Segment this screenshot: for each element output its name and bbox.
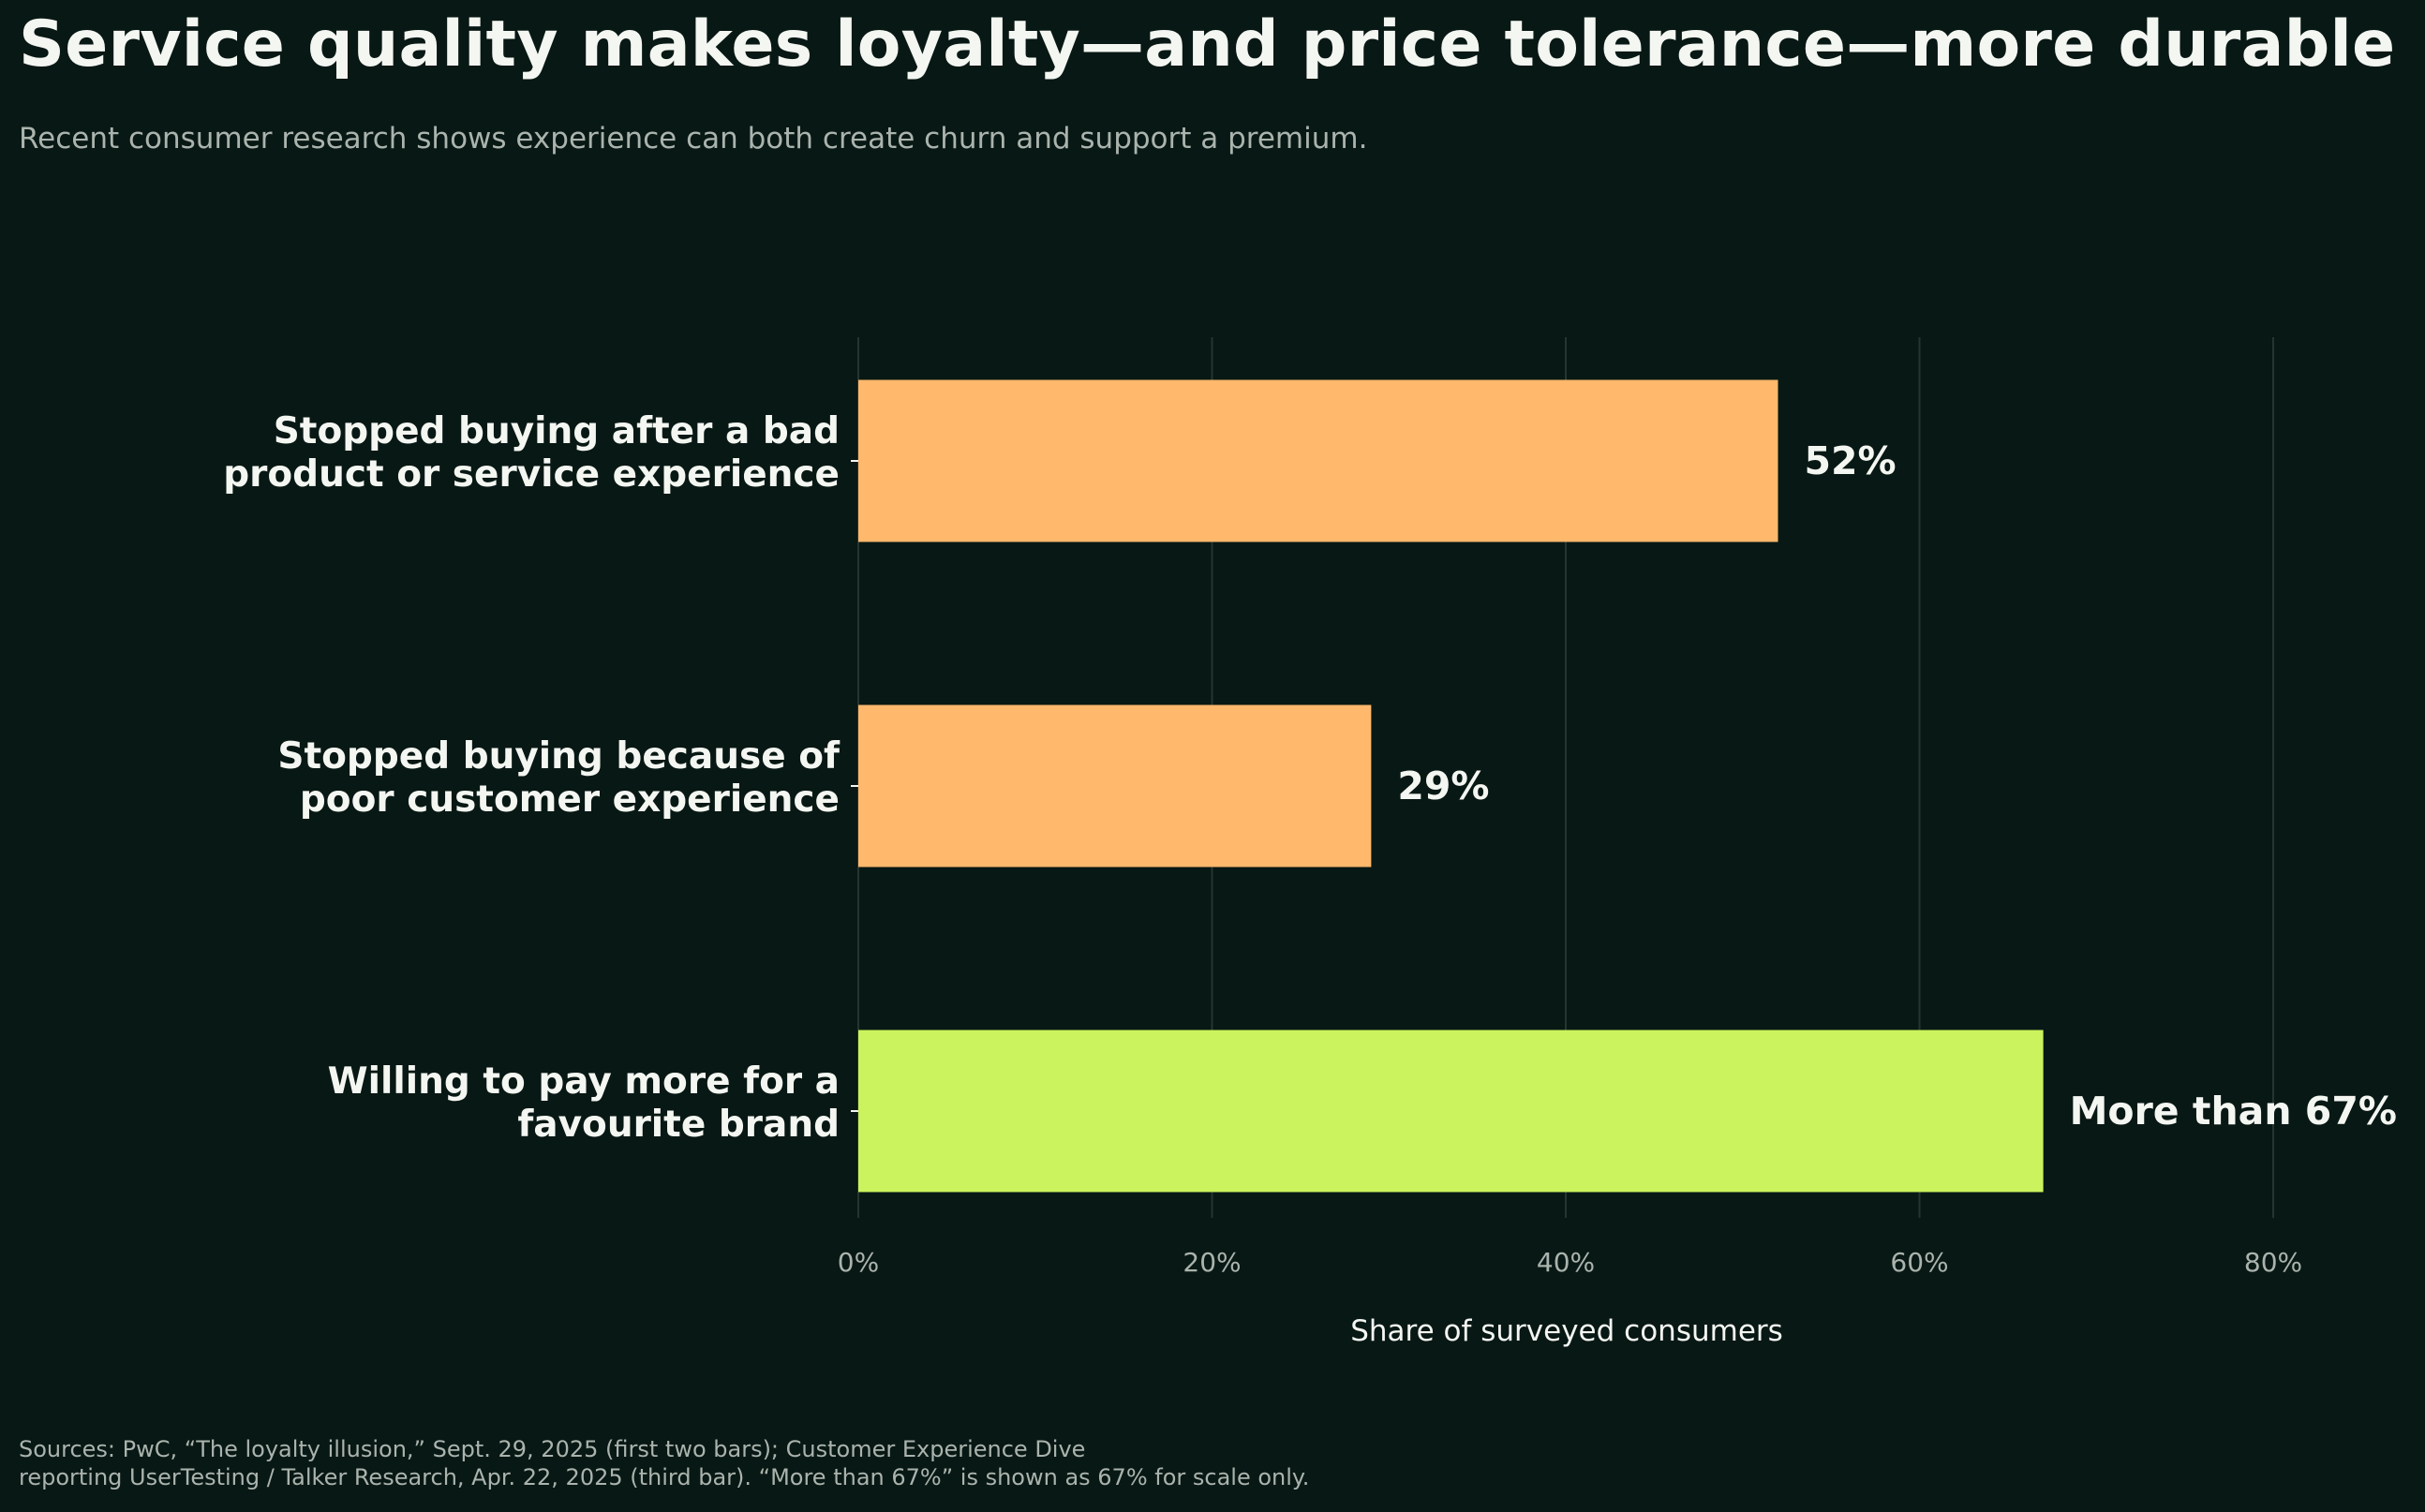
bar bbox=[858, 704, 1372, 867]
x-tick-label: 80% bbox=[2244, 1247, 2302, 1278]
source-line-2: reporting UserTesting / Talker Research,… bbox=[19, 1464, 1310, 1490]
x-axis-ticks: 0% 20% 40% 60% 80% bbox=[838, 1247, 2302, 1278]
category-labels: Stopped buying after a bad product or ser… bbox=[223, 410, 858, 1146]
bar bbox=[858, 379, 1778, 542]
value-label: 52% bbox=[1805, 438, 1897, 483]
x-tick-label: 60% bbox=[1890, 1247, 1948, 1278]
x-tick-label: 0% bbox=[838, 1247, 879, 1278]
category-label: Willing to pay more for a favourite brand bbox=[328, 1060, 840, 1146]
chart-title: Service quality makes loyalty—and price … bbox=[19, 7, 2396, 82]
value-labels: 52% 29% More than 67% bbox=[1397, 438, 2397, 1134]
value-label: More than 67% bbox=[2070, 1089, 2397, 1134]
source-line-1: Sources: PwC, “The loyalty illusion,” Se… bbox=[19, 1436, 1086, 1462]
category-label-line: favourite brand bbox=[517, 1104, 840, 1146]
category-label: Stopped buying after a bad product or ser… bbox=[223, 410, 840, 496]
x-axis-title: Share of surveyed consumers bbox=[1350, 1314, 1783, 1348]
bars bbox=[858, 379, 2044, 1193]
source-note: Sources: PwC, “The loyalty illusion,” Se… bbox=[19, 1435, 1309, 1491]
category-label: Stopped buying because of poor customer e… bbox=[277, 735, 841, 821]
bar bbox=[858, 1030, 2044, 1193]
category-label-line: poor customer experience bbox=[300, 778, 840, 821]
chart-subtitle: Recent consumer research shows experienc… bbox=[19, 122, 1368, 156]
x-tick-label: 40% bbox=[1537, 1247, 1595, 1278]
x-tick-label: 20% bbox=[1183, 1247, 1241, 1278]
value-label: 29% bbox=[1397, 763, 1489, 808]
category-label-line: product or service experience bbox=[223, 453, 840, 496]
category-label-line: Stopped buying after a bad bbox=[274, 410, 840, 452]
category-label-line: Stopped buying because of bbox=[277, 735, 841, 778]
category-label-line: Willing to pay more for a bbox=[328, 1060, 840, 1103]
